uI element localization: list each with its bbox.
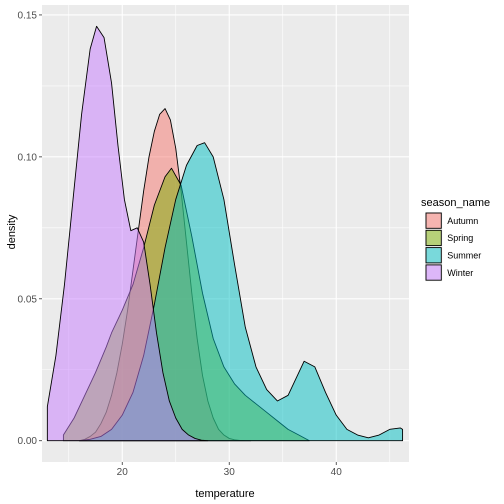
legend-key-summer [425, 247, 442, 264]
legend-key-winter [425, 264, 442, 281]
y-tick-label: 0.00 [18, 436, 38, 447]
legend-label-autumn: Autumn [447, 216, 478, 226]
x-axis-title: temperature [195, 488, 254, 500]
legend-label-winter: Winter [447, 268, 473, 278]
x-tick-label: 20 [117, 467, 129, 478]
density-areas [46, 25, 404, 442]
y-tick-label: 0.15 [18, 10, 38, 21]
axis-tick-labels: 20 30 40 0.00 0.05 0.10 0.15 [18, 10, 343, 478]
x-tick-label: 30 [224, 467, 236, 478]
axis-ticks [39, 14, 337, 465]
legend-label-summer: Summer [447, 250, 481, 260]
x-tick-label: 40 [331, 467, 343, 478]
y-tick-label: 0.10 [18, 152, 38, 163]
y-axis-title: density [6, 214, 18, 249]
legend: season_name Autumn Spring Summer Winter [421, 197, 490, 282]
legend-label-spring: Spring [447, 233, 473, 243]
legend-key-spring [425, 229, 442, 247]
legend-key-autumn [425, 212, 442, 229]
legend-title: season_name [421, 197, 490, 209]
y-tick-label: 0.05 [18, 294, 38, 305]
density-area-winter [46, 25, 209, 442]
legend-items: Autumn Spring Summer Winter [425, 212, 481, 282]
